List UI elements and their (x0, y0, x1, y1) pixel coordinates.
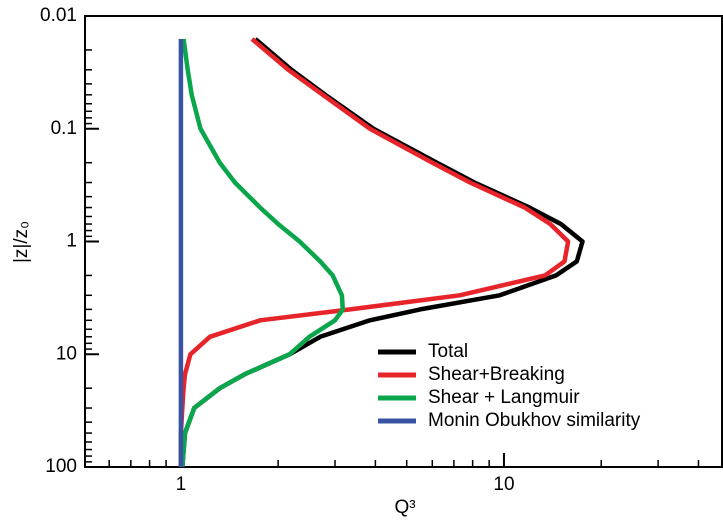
series-line (180, 38, 346, 468)
x-axis-label: Q³ (394, 497, 415, 518)
legend-label: Total (428, 341, 468, 362)
y-tick-label: 10 (56, 343, 77, 364)
y-tick-label: 1 (66, 231, 77, 252)
legend-label: Shear + Langmuir (428, 387, 580, 408)
y-tick-label: 0.1 (51, 118, 77, 139)
legend-label: Shear+Breaking (428, 364, 565, 385)
y-tick-label: 100 (45, 456, 77, 477)
y-tick-label: 0.01 (40, 5, 77, 26)
y-axis-label: |z|/z₀ (11, 221, 32, 263)
x-tick-label: 1 (176, 474, 187, 495)
legend-label: Monin Obukhov similarity (428, 410, 641, 431)
series-line (178, 37, 571, 467)
x-tick-label: 10 (493, 474, 514, 495)
